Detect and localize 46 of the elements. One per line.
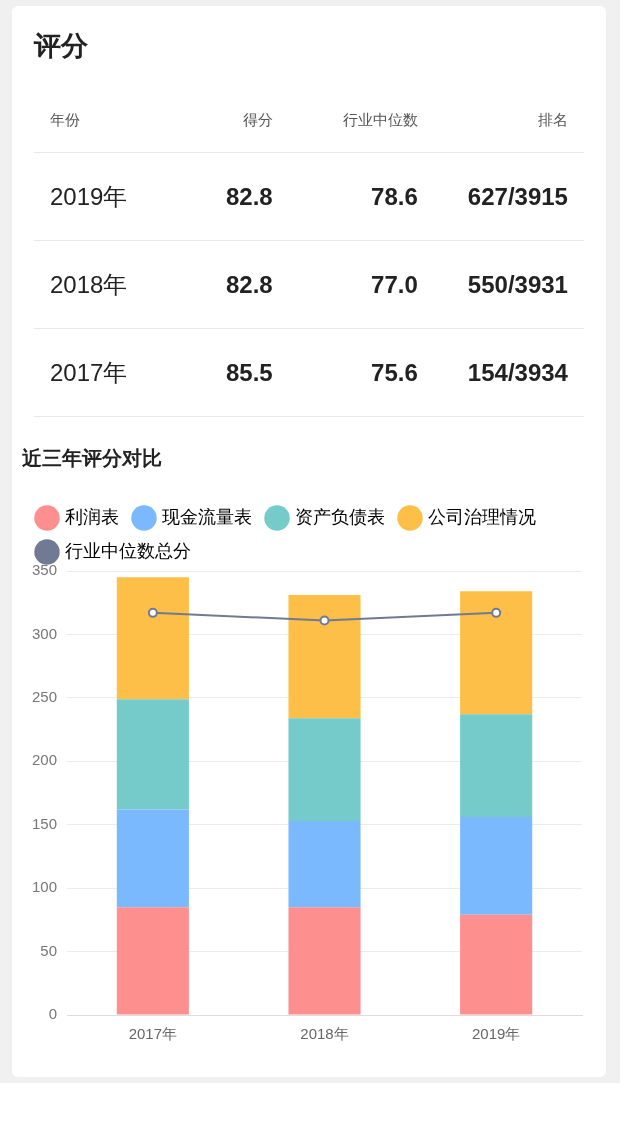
legend-label: 现金流量表 [162, 506, 252, 527]
bar [288, 907, 361, 1015]
text: 2017年 [50, 357, 129, 388]
text: 627/3915 [466, 182, 568, 211]
text: 78.6 [370, 182, 418, 211]
text: 85.5 [225, 358, 273, 387]
y-tick-label: 200 [32, 751, 58, 769]
bar [460, 714, 533, 818]
bar [116, 809, 189, 908]
text: 154/3934 [466, 358, 568, 387]
bar [116, 699, 189, 810]
bar [116, 907, 189, 1015]
x-tick-label: 2019年 [471, 1025, 521, 1043]
y-tick-label: 150 [32, 814, 58, 832]
text: 82.8 [225, 270, 273, 299]
bar [460, 591, 533, 715]
text: 行业中位数 [341, 110, 418, 130]
y-tick-label: 0 [48, 1005, 58, 1023]
y-tick-label: 50 [40, 941, 58, 959]
x-tick-label: 2017年 [128, 1025, 178, 1043]
bar [288, 820, 361, 908]
chart-title: 近三年评分对比 [21, 446, 162, 469]
legend-label: 公司治理情况 [428, 506, 536, 527]
legend-label: 利润表 [65, 506, 119, 527]
y-tick-label: 250 [32, 688, 58, 705]
text: 75.6 [370, 358, 418, 387]
legend-label: 行业中位数总分 [65, 540, 191, 561]
y-tick-label: 300 [32, 624, 58, 642]
bar [460, 914, 533, 1015]
bar [288, 718, 361, 821]
y-tick-label: 100 [32, 878, 58, 896]
text: 年份 [50, 110, 81, 130]
y-tick-label: 350 [32, 561, 58, 579]
text: 评分 [34, 30, 89, 63]
text: 排名 [536, 110, 568, 130]
legend-label: 资产负债表 [295, 506, 385, 527]
text: 550/3931 [466, 270, 568, 299]
text: 2019年 [50, 181, 129, 212]
bar [460, 817, 533, 915]
text: 2018年 [50, 269, 129, 300]
text: 得分 [241, 110, 273, 130]
bar [116, 577, 189, 700]
text: 77.0 [370, 270, 418, 299]
x-tick-label: 2018年 [300, 1025, 349, 1043]
bar [288, 595, 361, 719]
text: 82.8 [225, 182, 273, 211]
